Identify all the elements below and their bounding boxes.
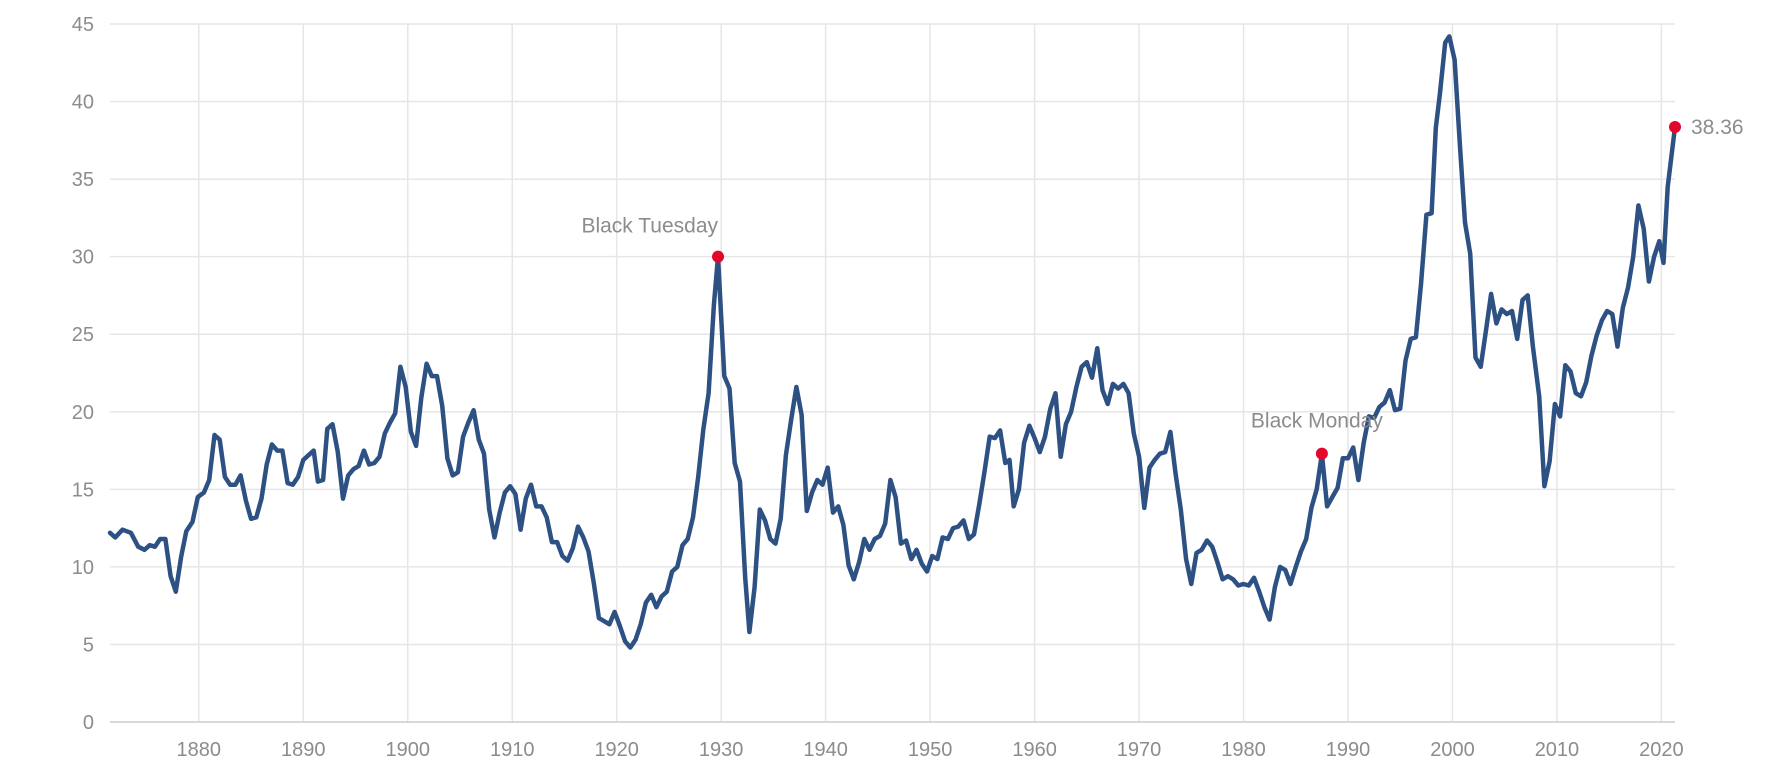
x-tick-label: 1950 (908, 739, 953, 761)
x-tick-label: 1900 (385, 739, 430, 761)
x-tick-label: 1960 (1012, 739, 1057, 761)
x-tick-label: 1980 (1221, 739, 1266, 761)
grid (110, 23, 1675, 722)
x-tick-label: 1970 (1117, 739, 1162, 761)
annotation-marker (1315, 447, 1328, 460)
y-tick-label: 5 (83, 634, 94, 656)
annotation-marker (1669, 120, 1681, 133)
annotations: Black Tuesday Black Monday 38.36 (581, 116, 1744, 460)
x-tick-label: 2010 (1535, 739, 1580, 761)
y-tick-label: 40 (72, 92, 94, 114)
x-tick-label: 1920 (594, 739, 639, 761)
x-tick-label: 1910 (490, 739, 535, 761)
tick-labels: 0 5 10 15 20 25 30 35 40 45 1880 1890 1900 1910 1920 19… (72, 14, 1684, 761)
y-tick-label: 20 (72, 402, 94, 424)
y-tick-label: 30 (72, 247, 94, 269)
x-tick-label: 2020 (1639, 739, 1684, 761)
annotation-label: 38.36 (1691, 116, 1744, 139)
series (107, 34, 1678, 650)
y-tick-label: 0 (83, 712, 94, 734)
y-tick-label: 15 (72, 479, 94, 501)
y-tick-label: 25 (72, 324, 94, 346)
y-tick-label: 10 (72, 557, 94, 579)
x-tick-label: 1990 (1326, 739, 1371, 761)
x-tick-label: 1880 (177, 739, 222, 761)
annotation-marker (712, 250, 725, 263)
x-tick-label: 1940 (803, 739, 848, 761)
y-tick-label: 35 (72, 169, 94, 191)
x-tick-label: 1930 (699, 739, 744, 761)
x-tick-label: 1890 (281, 739, 326, 761)
annotation-label: Black Tuesday (581, 215, 718, 238)
annotation-label: Black Monday (1251, 410, 1383, 433)
x-tick-label: 2000 (1430, 739, 1475, 761)
y-tick-label: 45 (72, 14, 94, 36)
series-line-0 (107, 34, 1678, 650)
